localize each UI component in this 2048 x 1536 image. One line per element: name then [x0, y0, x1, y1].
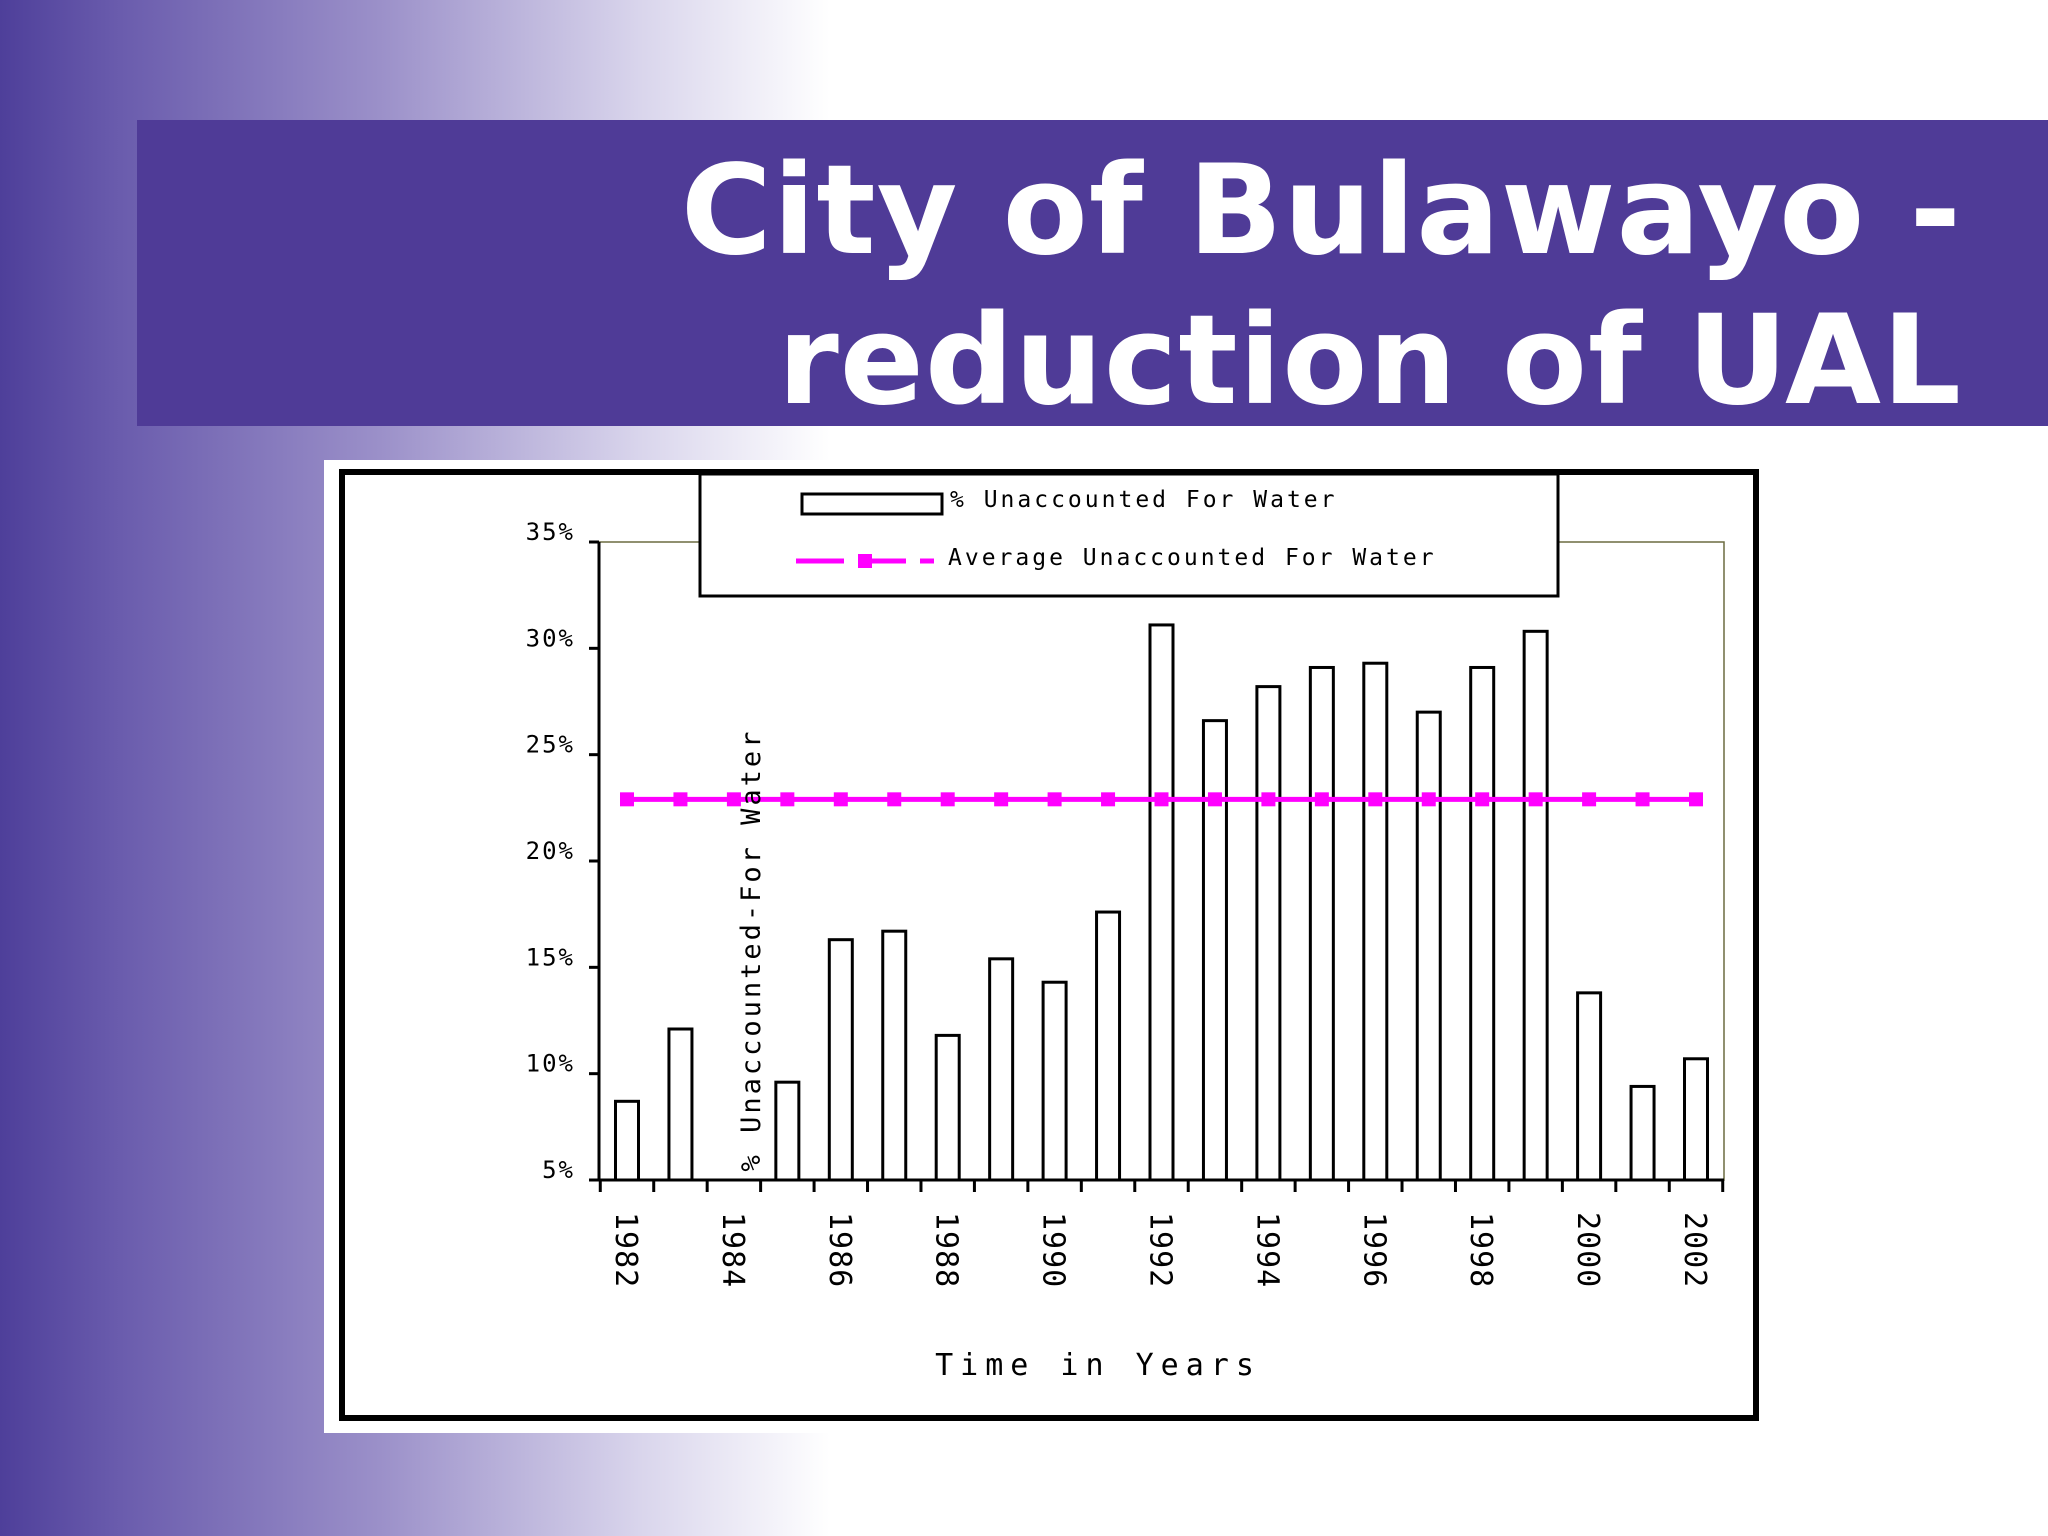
x-tick-label: 1996 — [1356, 1212, 1391, 1288]
bar — [667, 1027, 694, 1182]
bar — [1041, 980, 1068, 1182]
slide-title: City of Bulawayo - reduction of UAL — [681, 136, 1962, 436]
average-marker — [673, 792, 688, 807]
average-marker — [1421, 792, 1436, 807]
x-tick-label: 1992 — [1143, 1212, 1178, 1288]
legend-swatch-bar — [800, 492, 944, 516]
average-marker — [1635, 792, 1650, 807]
x-axis-title: Time in Years — [935, 1348, 1261, 1383]
average-marker — [1582, 792, 1597, 807]
x-tick-label: 2002 — [1677, 1212, 1712, 1288]
bar — [1683, 1057, 1709, 1182]
chart-card: 5% 10% 15% 20% 25% 30% 35% 1982 1984 1986 1988 199… — [324, 460, 1774, 1433]
bar — [1308, 665, 1335, 1182]
average-marker — [1368, 792, 1383, 807]
x-tick-label: 1984 — [715, 1212, 750, 1288]
legend-label-line: Average Unaccounted For Water — [948, 545, 1437, 571]
x-tick-label: 1994 — [1249, 1212, 1284, 1288]
average-marker — [726, 792, 741, 807]
legend: % Unaccounted For Water Average Unaccoun… — [698, 472, 1560, 598]
x-tick-label: 1990 — [1036, 1212, 1071, 1288]
bar — [881, 929, 908, 1182]
y-tick-label: 15% — [526, 943, 575, 971]
chart-frame — [339, 469, 1759, 1421]
average-marker — [940, 792, 955, 807]
average-marker — [994, 792, 1009, 807]
y-tick-label: 35% — [526, 518, 575, 546]
average-marker — [1101, 792, 1116, 807]
y-tick-label: 20% — [526, 837, 575, 865]
bar — [1522, 629, 1549, 1182]
slide-title-line2: reduction of UAL — [777, 289, 1962, 433]
average-marker — [833, 792, 848, 807]
legend-swatch-marker — [858, 554, 872, 568]
x-tick-label: 1986 — [822, 1212, 857, 1288]
bar — [1415, 710, 1442, 1182]
bar — [1362, 661, 1389, 1182]
ual-bar-chart: 5% 10% 15% 20% 25% 30% 35% 1982 1984 1986 1988 199… — [339, 469, 1759, 1421]
average-marker — [780, 792, 795, 807]
average-marker — [1689, 792, 1703, 807]
bar — [1469, 665, 1496, 1182]
average-marker — [1207, 792, 1222, 807]
average-marker — [1261, 792, 1276, 807]
y-tick-label: 5% — [542, 1156, 575, 1184]
average-marker — [887, 792, 902, 807]
slide-title-line1: City of Bulawayo - — [680, 139, 1962, 283]
y-tick-label: 25% — [526, 731, 575, 759]
x-tick-label: 1982 — [608, 1212, 643, 1288]
average-marker — [1154, 792, 1169, 807]
y-tick-label: 10% — [526, 1050, 575, 1078]
bar — [1201, 719, 1228, 1182]
bar — [934, 1033, 961, 1182]
legend-label-bar: % Unaccounted For Water — [950, 487, 1338, 513]
bar — [827, 938, 854, 1182]
y-tick-label: 30% — [526, 624, 575, 652]
bar — [988, 957, 1015, 1182]
x-tick-label: 1988 — [929, 1212, 964, 1288]
x-tick-label: 2000 — [1570, 1212, 1605, 1288]
bar — [774, 1080, 801, 1182]
x-tick-label: 1998 — [1463, 1212, 1498, 1288]
bar — [1095, 910, 1122, 1182]
title-band: City of Bulawayo - reduction of UAL — [137, 120, 2048, 433]
average-marker — [1475, 792, 1490, 807]
y-axis-title: % Unaccounted-For Water — [736, 729, 767, 1172]
average-marker — [1314, 792, 1329, 807]
bar — [1148, 623, 1175, 1182]
average-marker — [620, 792, 634, 807]
bar — [1576, 991, 1603, 1182]
bar — [614, 1099, 640, 1182]
average-marker — [1528, 792, 1543, 807]
bar — [1255, 685, 1282, 1182]
bar — [1629, 1084, 1656, 1182]
average-marker — [1047, 792, 1062, 807]
